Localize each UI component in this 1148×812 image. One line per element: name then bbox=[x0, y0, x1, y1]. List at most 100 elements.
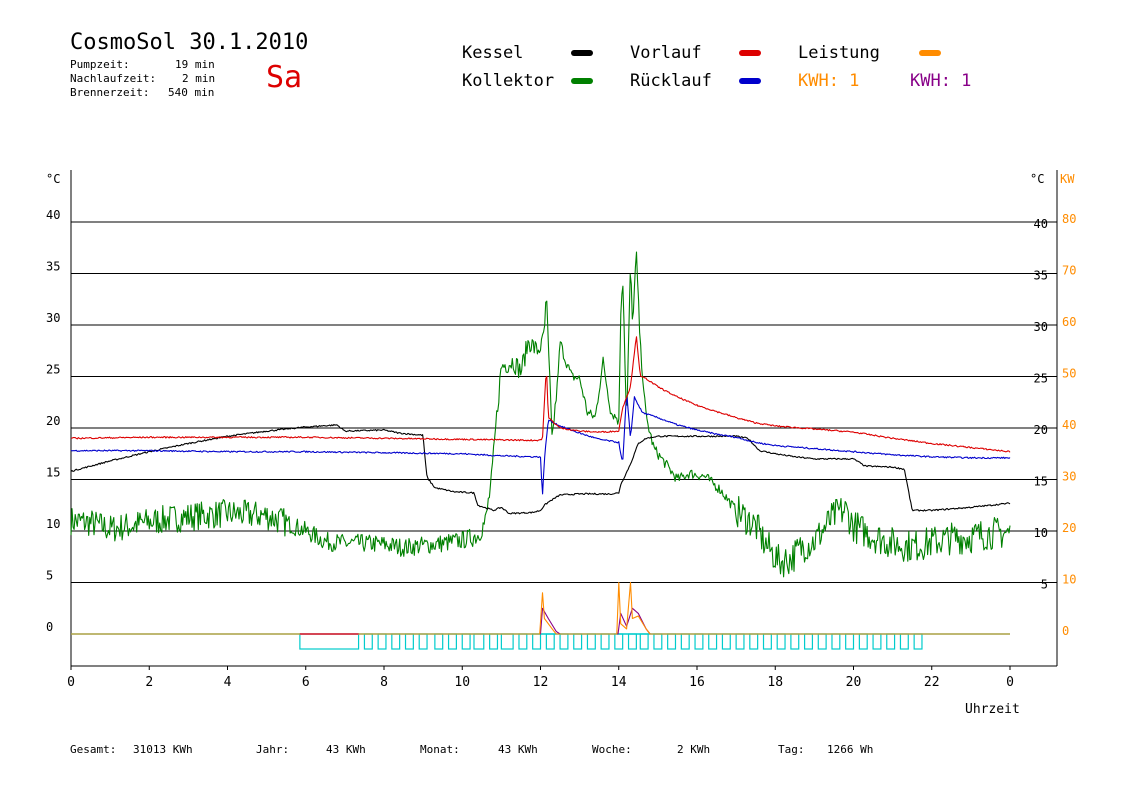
series-leistung-line bbox=[71, 581, 1010, 635]
pump-run-box bbox=[667, 633, 677, 650]
pump-run-box bbox=[627, 633, 637, 650]
pump-run-box bbox=[886, 633, 896, 650]
y2-tick-label: 40 bbox=[1062, 418, 1076, 432]
y-tick-label-left: 15 bbox=[46, 466, 60, 480]
legend-kessel-label: Kessel bbox=[462, 43, 524, 63]
x-tick-label: 2 bbox=[145, 675, 153, 690]
pump-run-box bbox=[913, 633, 923, 650]
y2-tick-label: 10 bbox=[1062, 573, 1076, 587]
footer-monat-value: 43 KWh bbox=[498, 743, 538, 756]
right-axis-unit: °C bbox=[1030, 172, 1045, 186]
y-tick-label-left: 10 bbox=[46, 517, 60, 531]
x-tick-label: 14 bbox=[611, 675, 627, 690]
pump-run-box bbox=[803, 633, 814, 650]
x-tick-label: 20 bbox=[846, 675, 862, 690]
y-tick-label-right: 40 bbox=[1034, 217, 1048, 231]
pump-run-box bbox=[518, 633, 528, 650]
pump-run-box bbox=[899, 633, 909, 650]
y2-tick-label: 50 bbox=[1062, 367, 1076, 381]
footer-gesamt-value: 31013 KWh bbox=[133, 743, 193, 756]
pump-run-box bbox=[721, 633, 731, 650]
pump-run-box bbox=[447, 633, 457, 650]
x-tick-label: 0 bbox=[67, 675, 75, 690]
y-tick-label-right: 30 bbox=[1034, 320, 1048, 334]
pump-run-box bbox=[653, 633, 663, 650]
pumpzeit-value: 19 min bbox=[175, 58, 215, 71]
pump-run-box bbox=[545, 633, 555, 650]
y-tick-label-right: 15 bbox=[1034, 475, 1048, 489]
series-vorlauf-line bbox=[70, 336, 1011, 453]
pump-run-box bbox=[831, 633, 841, 650]
pump-run-box bbox=[858, 633, 868, 650]
nachlaufzeit-label: Nachlaufzeit: bbox=[70, 72, 157, 85]
y-tick-label-right: 25 bbox=[1034, 372, 1048, 386]
page-title: CosmoSol 30.1.2010 bbox=[70, 30, 309, 55]
x-tick-label: 12 bbox=[533, 675, 549, 690]
pump-run-box bbox=[694, 633, 704, 650]
pump-run-box bbox=[639, 633, 649, 650]
x-tick-label: 22 bbox=[924, 675, 940, 690]
y-tick-label-left: 30 bbox=[46, 311, 60, 325]
pump-run-box bbox=[762, 633, 772, 650]
y-tick-label-left: 20 bbox=[46, 414, 60, 428]
pump-run-box bbox=[559, 633, 569, 650]
left-axis-unit: °C bbox=[46, 172, 61, 186]
pump-run-box bbox=[418, 633, 428, 650]
pump-run-box bbox=[749, 633, 759, 650]
footer-tag-label: Tag: bbox=[778, 743, 805, 756]
pump-run-box bbox=[735, 633, 745, 650]
pump-run-box bbox=[434, 633, 444, 650]
y2-tick-label: 70 bbox=[1062, 264, 1076, 278]
x-tick-label: 18 bbox=[767, 675, 783, 690]
x-tick-label: 0 bbox=[1006, 675, 1014, 690]
y-tick-label-left: 0 bbox=[46, 620, 53, 634]
y-tick-label-left: 25 bbox=[46, 363, 60, 377]
footer-tag-value: 1266 Wh bbox=[827, 743, 874, 756]
series-kessel-line bbox=[70, 423, 1011, 515]
pump-run-box bbox=[708, 633, 718, 650]
x-tick-label: 4 bbox=[224, 675, 232, 690]
pump-run-box bbox=[489, 633, 499, 650]
y-tick-label-right: 10 bbox=[1034, 526, 1048, 540]
pump-run-box bbox=[586, 633, 596, 650]
pump-run-box bbox=[473, 633, 485, 650]
footer-woche-value: 2 KWh bbox=[677, 743, 711, 756]
pump-run-box bbox=[600, 633, 610, 650]
x-tick-label: 6 bbox=[302, 675, 310, 690]
pump-run-box bbox=[404, 633, 414, 650]
series-ruecklauf-line bbox=[70, 396, 1011, 495]
pump-run-box bbox=[377, 633, 387, 650]
pumpzeit-label: Pumpzeit: bbox=[70, 58, 130, 71]
y-tick-label-left: 35 bbox=[46, 260, 60, 274]
series-kollektor-line bbox=[70, 251, 1011, 578]
pump-run-box bbox=[680, 633, 690, 650]
footer-gesamt-label: Gesamt: bbox=[70, 743, 117, 756]
right-axis-unit-kw: KW bbox=[1060, 172, 1075, 186]
nachlaufzeit-value: 2 min bbox=[182, 72, 216, 85]
pump-run-box bbox=[872, 633, 882, 650]
footer-jahr-label: Jahr: bbox=[256, 743, 290, 756]
pump-run-box bbox=[299, 633, 360, 650]
footer-monat-label: Monat: bbox=[420, 743, 460, 756]
y2-tick-label: 80 bbox=[1062, 212, 1076, 226]
y2-tick-label: 30 bbox=[1062, 470, 1076, 484]
pump-run-box bbox=[363, 633, 373, 650]
y2-tick-label: 60 bbox=[1062, 315, 1076, 329]
y2-tick-label: 20 bbox=[1062, 521, 1076, 535]
legend-kwh-orange-label: KWH: 1 bbox=[798, 71, 860, 91]
y-tick-label-right: 5 bbox=[1041, 578, 1048, 592]
weekday-label: Sa bbox=[266, 60, 303, 95]
pump-run-box bbox=[845, 633, 855, 650]
brennerzeit-label: Brennerzeit: bbox=[70, 86, 150, 99]
legend-kollektor-label: Kollektor bbox=[462, 71, 555, 91]
pump-run-box bbox=[461, 633, 471, 650]
legend-kwh-purple-label: KWH: 1 bbox=[910, 71, 972, 91]
x-tick-label: 8 bbox=[380, 675, 388, 690]
pump-run-box bbox=[776, 633, 786, 650]
pump-run-box bbox=[614, 633, 624, 650]
y-tick-label-left: 5 bbox=[46, 569, 53, 583]
pump-run-box bbox=[391, 633, 401, 650]
x-tick-label: 16 bbox=[689, 675, 705, 690]
y-tick-label-left: 40 bbox=[46, 208, 60, 222]
